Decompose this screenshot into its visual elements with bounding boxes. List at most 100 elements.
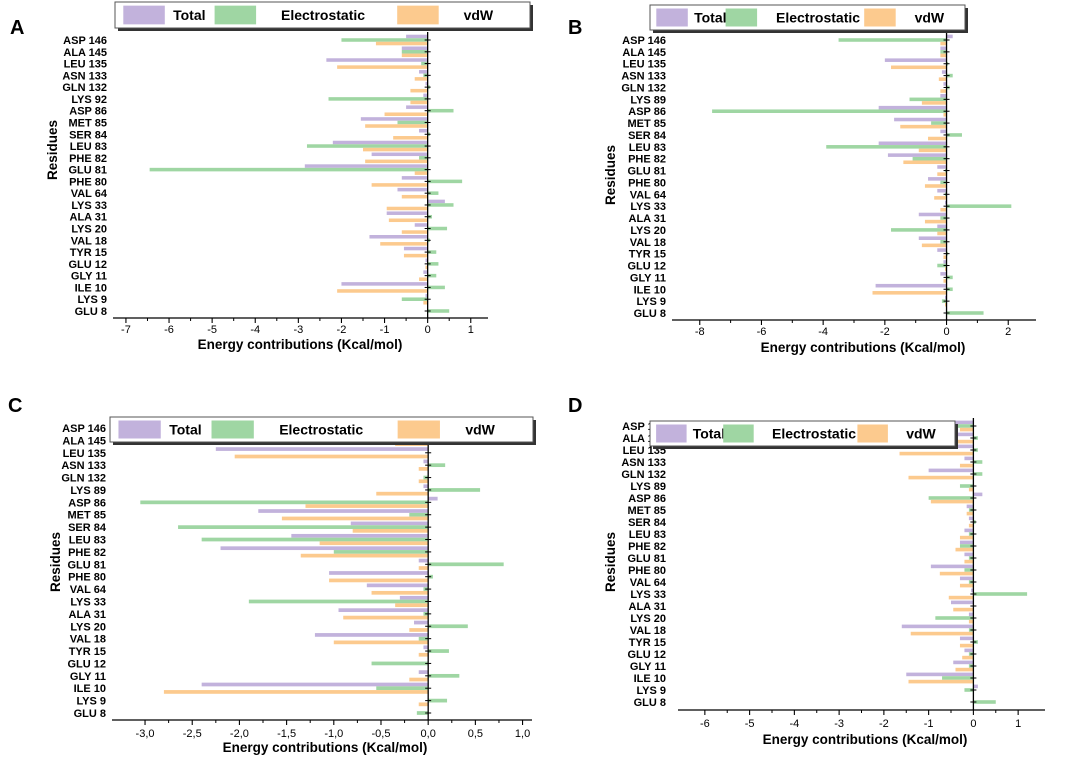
residue-label: ASP 86 (628, 106, 666, 118)
bar-vdw-asp-146 (940, 41, 947, 46)
bar-vdw-ile-10 (872, 291, 947, 295)
bar-electrostatic-val-18 (418, 636, 429, 641)
bar-total-gly-11 (953, 660, 974, 665)
bar-vdw-tyr-15 (959, 643, 974, 648)
bar-vdw-glu-81 (414, 171, 428, 175)
residue-label: LYS 92 (71, 94, 107, 106)
bar-vdw-glu-81 (418, 566, 429, 570)
bar-total-asp-86 (406, 105, 428, 109)
bar-total-lys-20 (968, 612, 974, 617)
bar-electrostatic-lys-89 (428, 488, 481, 492)
bar-total-asn-133 (423, 459, 429, 464)
legend-label-total: Total (169, 422, 201, 438)
x-tick-label: 0 (425, 324, 431, 336)
residue-label: ASN 133 (621, 71, 666, 83)
bar-electrostatic-leu-83 (826, 145, 947, 149)
x-tick-label: -1 (924, 718, 934, 730)
bar-vdw-ala-31 (343, 615, 429, 620)
residue-label: LEU 83 (629, 529, 666, 541)
bar-total-ala-145 (940, 46, 947, 51)
residue-label: ASP 86 (69, 106, 107, 118)
residue-label: ALA 145 (62, 435, 106, 447)
x-tick-label: 0 (970, 718, 976, 730)
bar-total-tyr-15 (959, 636, 974, 641)
residue-label: GLU 12 (627, 649, 666, 661)
bar-vdw-ile-10 (337, 289, 428, 293)
bar-vdw-tyr-15 (943, 255, 947, 259)
bar-total-glu-12 (943, 260, 947, 264)
panel-B: B -8 -6 -4 -2 0 2 Energy contributions (Kcal/mo… (568, 4, 1036, 355)
bar-electrostatic-ala-145 (401, 50, 428, 54)
residue-label: ILE 10 (634, 284, 666, 296)
residue-label: PHE 82 (68, 547, 106, 559)
bar-total-phe-82 (887, 153, 947, 157)
bar-vdw-leu-135 (234, 454, 429, 459)
x-tick-label: -2 (879, 718, 889, 730)
bar-vdw-asp-146 (375, 41, 428, 46)
bar-vdw-gly-11 (943, 279, 947, 283)
bar-total-leu-83 (291, 533, 429, 538)
bar-vdw-gln-132 (940, 89, 947, 93)
bar-electrostatic-phe-82 (959, 544, 974, 548)
bar-total-ile-10 (341, 282, 428, 286)
panel-D: D -6 -5 -4 -3 -2 -1 0 1 Energy contributions (Kca… (568, 395, 1045, 747)
bar-vdw-met-85 (365, 124, 428, 128)
bar-electrostatic-tyr-15 (427, 250, 437, 254)
bar-electrostatic-met-85 (931, 121, 947, 125)
bar-vdw-ala-145 (940, 53, 947, 58)
bar-total-glu-81 (964, 552, 974, 557)
bar-total-ala-31 (386, 211, 428, 215)
bar-total-tyr-15 (423, 645, 429, 650)
bar-electrostatic-lys-33 (427, 203, 454, 207)
bar-total-asp-86 (878, 105, 947, 110)
bar-total-gly-11 (940, 272, 947, 276)
legend-swatch-vdw (397, 420, 440, 439)
residue-label: VAL 18 (630, 237, 666, 249)
bar-vdw-glu-12 (962, 655, 974, 660)
legend-label-vdw: vdW (464, 7, 494, 23)
bar-vdw-asn-133 (418, 467, 429, 471)
legend: Total Electrostatic vdW (649, 420, 958, 449)
bar-electrostatic-glu-81 (149, 167, 428, 172)
bar-total-asn-133 (941, 70, 947, 74)
bar-total-phe-80 (329, 571, 429, 575)
bar-vdw-lys-92 (410, 100, 428, 105)
bar-vdw-phe-80 (939, 571, 974, 576)
panel-letter: C (8, 395, 22, 417)
bar-total-leu-135 (884, 58, 947, 62)
bar-total-lys-33 (971, 588, 974, 593)
residue-label: PHE 82 (628, 541, 666, 553)
residue-label: LEU 135 (623, 59, 666, 71)
bar-electrostatic-glu-12 (937, 263, 947, 268)
bar-total-ala-31 (918, 212, 947, 217)
bar-electrostatic-glu-8 (416, 711, 429, 715)
x-tick-label: -1 (380, 324, 390, 336)
bar-total-phe-82 (220, 546, 429, 551)
bar-vdw-lys-33 (386, 206, 428, 211)
bar-vdw-tyr-15 (403, 253, 428, 258)
x-tick-label: -2 (337, 324, 347, 336)
bar-vdw-ala-31 (924, 219, 947, 224)
bar-vdw-val-64 (401, 194, 428, 199)
bar-total-asp-146 (946, 34, 953, 39)
bar-vdw-ser-84 (968, 523, 974, 528)
residue-label: MET 85 (67, 510, 106, 522)
bar-electrostatic-lys-92 (328, 97, 428, 101)
legend-swatch-electrostatic (723, 424, 754, 443)
bar-total-tyr-15 (403, 246, 428, 251)
bar-vdw-tyr-15 (418, 652, 429, 657)
legend-label-vdw: vdW (906, 426, 936, 442)
legend-box (649, 420, 956, 447)
bar-electrostatic-phe-82 (419, 156, 428, 160)
x-tick-label: 0 (943, 326, 949, 338)
residue-label: ALA 145 (622, 47, 666, 59)
residue-label: ALA 31 (69, 609, 107, 621)
residue-label: LYS 20 (630, 225, 666, 237)
residue-label: GLU 8 (634, 697, 666, 709)
residue-label: PHE 80 (68, 572, 106, 584)
bar-electrostatic-leu-83 (306, 144, 428, 148)
bar-vdw-asn-133 (414, 77, 428, 81)
bar-vdw-ile-10 (163, 690, 429, 694)
x-tick-label: -6 (164, 324, 174, 336)
residue-label: ALA 145 (63, 47, 107, 59)
